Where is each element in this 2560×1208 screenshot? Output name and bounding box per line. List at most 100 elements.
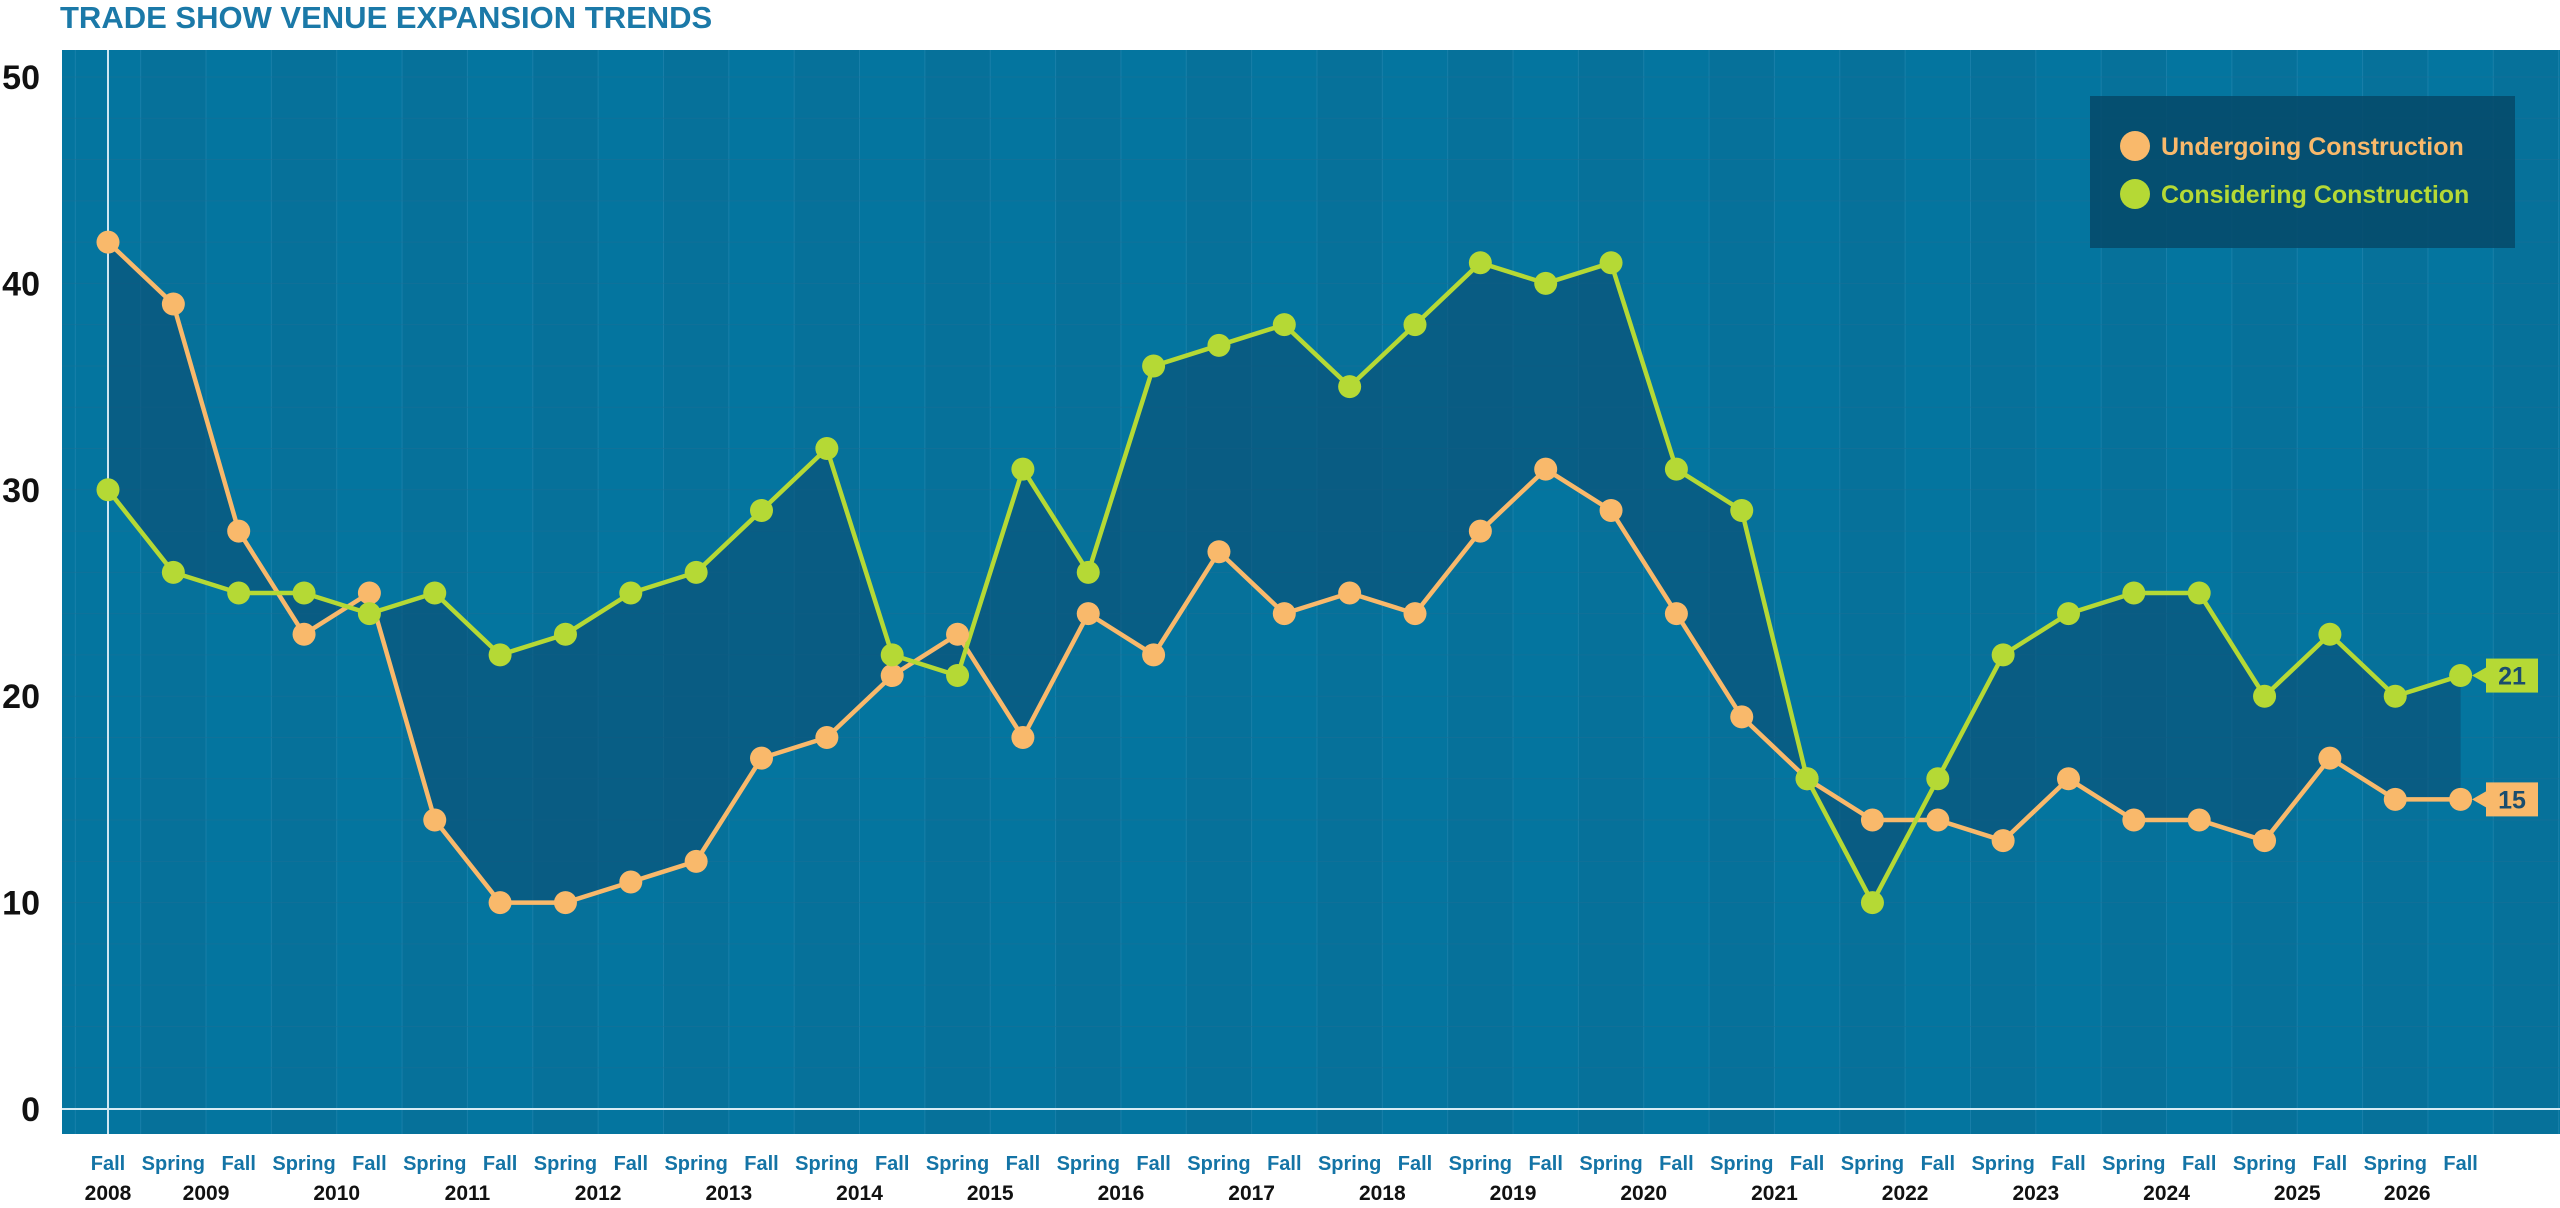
end-label-text: 15 [2498, 786, 2526, 814]
data-point-2 [1730, 498, 1754, 522]
data-point-2 [357, 602, 381, 626]
end-label-pointer [2472, 791, 2486, 808]
x-season-label: Spring [534, 1153, 597, 1175]
x-season-label: Fall [1921, 1153, 1955, 1175]
data-point-1 [227, 519, 251, 543]
y-tick-label: 40 [2, 265, 40, 303]
between-series-shading [108, 242, 2461, 903]
x-year-label: 2011 [445, 1182, 491, 1205]
x-season-label: Fall [1006, 1153, 1040, 1175]
data-point-1 [357, 581, 381, 605]
data-point-1 [292, 622, 316, 646]
x-season-label: Fall [1790, 1153, 1824, 1175]
data-point-1 [1991, 829, 2015, 853]
x-year-label: 2016 [1098, 1182, 1145, 1205]
y-tick-label: 30 [2, 472, 40, 510]
x-season-label: Fall [1398, 1153, 1432, 1175]
data-point-2 [423, 581, 447, 605]
x-season-label: Fall [875, 1153, 909, 1175]
x-season-label: Spring [1841, 1153, 1904, 1175]
column-stripe [1447, 50, 1514, 1134]
data-point-1 [2383, 787, 2407, 811]
data-point-1 [2122, 808, 2146, 832]
data-point-2 [1926, 767, 1950, 791]
data-point-1 [2253, 829, 2277, 853]
data-point-1 [1468, 519, 1492, 543]
data-point-1 [488, 891, 512, 915]
data-point-1 [96, 230, 120, 254]
x-year-label: 2021 [1751, 1182, 1798, 1205]
legend-label: Undergoing Construction [2161, 133, 2464, 161]
data-point-2 [1664, 457, 1688, 481]
x-year-label: 2008 [85, 1182, 132, 1205]
data-point-1 [1338, 581, 1362, 605]
data-point-1 [1534, 457, 1558, 481]
x-season-label: Spring [1318, 1153, 1381, 1175]
x-season-label: Spring [926, 1153, 989, 1175]
x-year-label: 2020 [1620, 1182, 1667, 1205]
end-label-1: 15 [2472, 782, 2538, 817]
x-year-label: 2015 [967, 1182, 1014, 1205]
data-point-1 [619, 870, 643, 894]
x-season-label: Spring [664, 1153, 727, 1175]
x-year-label: 2013 [705, 1182, 752, 1205]
chart-title: TRADE SHOW VENUE EXPANSION TRENDS [60, 0, 713, 35]
data-point-1 [1272, 602, 1296, 626]
data-point-1 [1011, 725, 1035, 749]
x-season-label: Fall [1528, 1153, 1562, 1175]
data-point-1 [880, 664, 904, 688]
data-point-2 [161, 560, 185, 584]
x-year-label: 2014 [836, 1182, 883, 1205]
x-year-label: 2012 [575, 1182, 622, 1205]
data-point-2 [750, 498, 773, 522]
x-season-label: Fall [614, 1153, 648, 1175]
y-tick-label: 10 [2, 885, 40, 923]
data-point-2 [2187, 581, 2211, 605]
x-season-label: Spring [1449, 1153, 1512, 1175]
data-point-2 [1599, 251, 1623, 275]
data-point-2 [2122, 581, 2146, 605]
data-point-1 [1142, 643, 1166, 667]
x-season-label: Spring [795, 1153, 858, 1175]
data-point-1 [2318, 746, 2342, 770]
end-label-box [2486, 658, 2538, 693]
column-stripe [532, 50, 599, 1134]
data-point-2 [1142, 354, 1166, 378]
data-point-1 [750, 746, 773, 770]
x-season-label: Fall [1659, 1153, 1693, 1175]
x-season-label: Fall [1267, 1153, 1301, 1175]
data-point-2 [2253, 684, 2277, 708]
data-point-2 [1338, 375, 1362, 399]
x-year-label: 2024 [2143, 1182, 2190, 1205]
y-axis-ticks: 0 10 20 30 40 50 [2, 59, 40, 1129]
data-point-1 [1664, 602, 1688, 626]
data-point-2 [96, 478, 120, 502]
data-point-1 [1730, 705, 1754, 729]
data-point-2 [1403, 313, 1427, 337]
data-point-2 [488, 643, 512, 667]
data-point-2 [1795, 767, 1819, 791]
data-point-1 [2187, 808, 2211, 832]
end-label-text: 21 [2498, 663, 2526, 691]
data-point-2 [2449, 664, 2473, 688]
x-axis-labels: Fall Spring Fall Spring Fall Spring Fall Spring… [85, 1153, 2478, 1205]
data-point-2 [553, 622, 577, 646]
x-season-label: Spring [1187, 1153, 1250, 1175]
x-season-label: Spring [272, 1153, 335, 1175]
x-season-label: Fall [352, 1153, 386, 1175]
data-point-2 [292, 581, 316, 605]
x-year-label: 2025 [2274, 1182, 2321, 1205]
x-year-label: 2022 [1882, 1182, 1929, 1205]
data-point-1 [2057, 767, 2080, 791]
x-season-label: Fall [221, 1153, 255, 1175]
data-point-1 [161, 292, 185, 316]
data-point-2 [227, 581, 251, 605]
data-point-2 [2383, 684, 2407, 708]
data-point-2 [684, 560, 708, 584]
data-point-1 [1599, 498, 1623, 522]
data-point-1 [1926, 808, 1950, 832]
y-tick-label: 0 [21, 1091, 40, 1129]
data-point-2 [1468, 251, 1492, 275]
x-season-label: Fall [91, 1153, 125, 1175]
data-point-2 [815, 437, 839, 461]
